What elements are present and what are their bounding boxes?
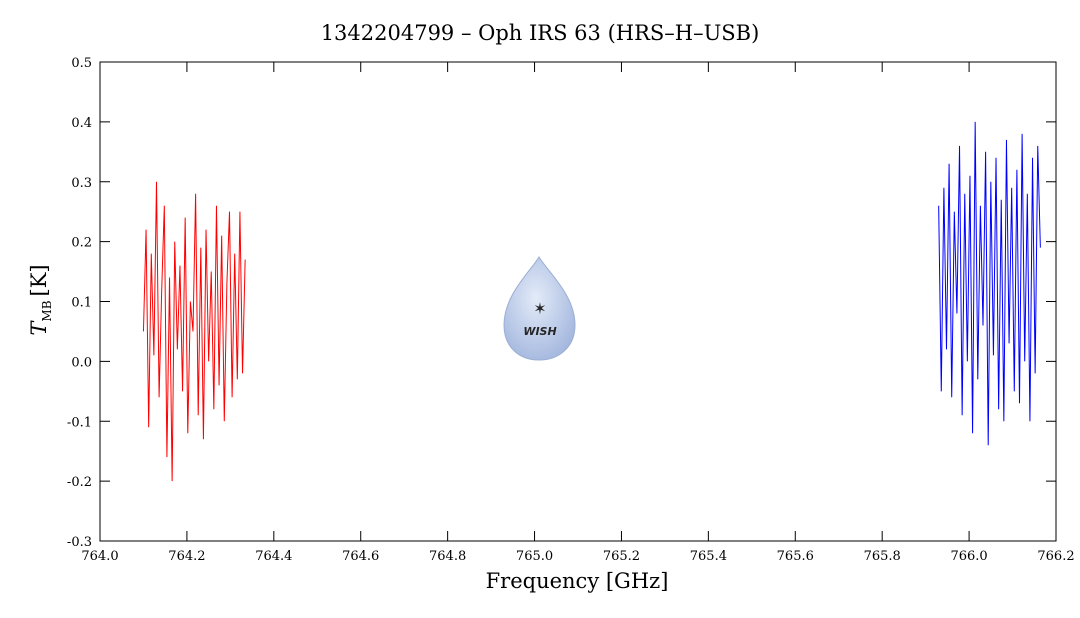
y-tick-label: 0.2 xyxy=(71,236,92,251)
x-tick-label: 766.0 xyxy=(950,549,987,564)
x-tick-label: 765.4 xyxy=(690,549,727,564)
y-tick-label: 0.4 xyxy=(71,116,92,131)
y-tick-label: 0.1 xyxy=(71,296,92,311)
logo: ✶ WISH xyxy=(503,256,576,361)
x-tick-label: 766.2 xyxy=(1037,549,1074,564)
x-tick-label: 765.2 xyxy=(603,549,640,564)
x-tick-label: 764.6 xyxy=(342,549,379,564)
logo-text: WISH xyxy=(523,325,556,338)
x-tick-label: 764.8 xyxy=(429,549,466,564)
logo-star: ✶ xyxy=(533,299,546,318)
y-tick-label: -0.1 xyxy=(67,415,92,430)
y-tick-label: -0.2 xyxy=(67,475,92,490)
x-tick-label: 764.0 xyxy=(81,549,118,564)
x-tick-label: 765.8 xyxy=(864,549,901,564)
y-tick-label: 0.0 xyxy=(71,355,92,370)
y-axis-label: TMB [K] xyxy=(27,264,54,335)
chart-title: 1342204799 – Oph IRS 63 (HRS–H–USB) xyxy=(321,21,760,45)
y-tick-label: 0.3 xyxy=(71,176,92,191)
logo-drop xyxy=(503,256,576,361)
y-tick-label: -0.3 xyxy=(67,535,92,550)
y-tick-label: 0.5 xyxy=(71,56,92,71)
plot-frame xyxy=(99,61,1057,542)
x-tick-label: 764.2 xyxy=(168,549,205,564)
y-label-symbol: T xyxy=(27,320,51,336)
spectrum-line xyxy=(142,181,246,482)
x-tick-label: 765.6 xyxy=(777,549,814,564)
spectrum-line xyxy=(938,121,1041,446)
x-tick-label: 765.0 xyxy=(516,549,553,564)
y-label-unit: [K] xyxy=(27,264,51,296)
x-tick-label: 764.4 xyxy=(255,549,292,564)
y-label-subscript: MB xyxy=(40,300,54,321)
x-axis-label: Frequency [GHz] xyxy=(486,569,669,593)
